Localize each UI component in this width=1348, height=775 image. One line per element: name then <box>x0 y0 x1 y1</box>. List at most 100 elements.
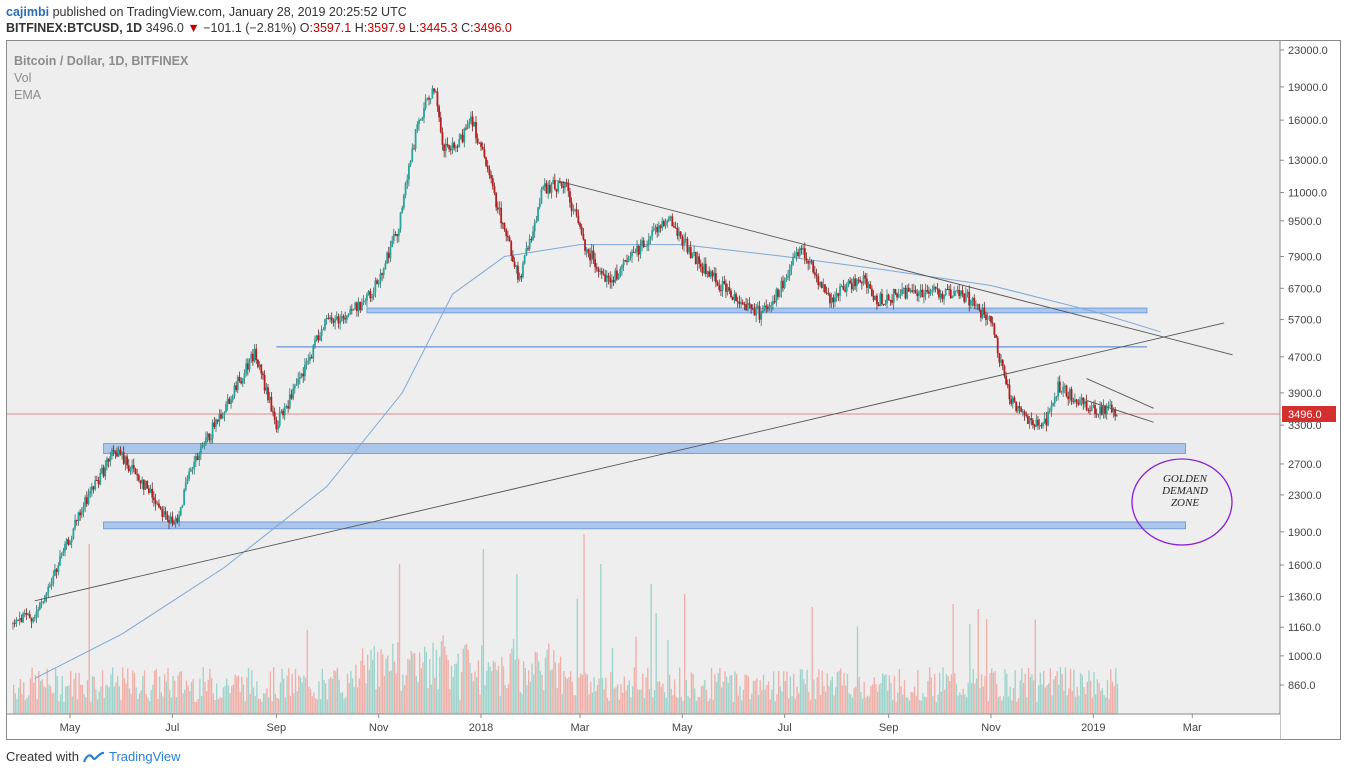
volume-bar <box>653 689 656 714</box>
candle-body <box>906 287 909 299</box>
volume-bar <box>1089 680 1092 714</box>
volume-bar <box>863 681 865 714</box>
candle-body <box>54 569 56 576</box>
volume-bar <box>314 698 317 714</box>
candle-body <box>825 292 828 294</box>
candle-body <box>959 290 962 297</box>
candle-body <box>949 289 952 299</box>
candle-body <box>673 226 675 228</box>
volume-bar <box>487 662 490 714</box>
volume-bar <box>427 688 429 714</box>
volume-bar <box>633 667 636 714</box>
candle-body <box>855 279 858 287</box>
candle-body <box>362 301 365 303</box>
candle-body <box>584 239 586 252</box>
volume-bar <box>444 646 446 714</box>
volume-bar <box>210 678 213 714</box>
candle-body <box>580 226 583 234</box>
volume-bar <box>764 689 766 714</box>
volume-bar <box>1037 685 1040 714</box>
candle-body <box>971 297 974 301</box>
candle-body <box>176 518 179 522</box>
candle-body <box>134 468 137 475</box>
price-axis <box>1280 41 1340 739</box>
volume-bar <box>846 673 849 714</box>
volume-legend[interactable]: Vol <box>14 71 32 85</box>
candle-body <box>860 282 863 284</box>
candle-body <box>525 248 528 256</box>
candle-body <box>418 120 420 125</box>
y-tick-label: 11000.0 <box>1288 188 1327 200</box>
candle-body <box>668 217 670 221</box>
candle-body <box>38 602 41 610</box>
candle-body <box>349 309 352 314</box>
candle-body <box>151 488 154 498</box>
tradingview-logo-icon <box>82 751 105 762</box>
volume-bar <box>231 685 233 714</box>
volume-bar <box>316 699 318 714</box>
candle-body <box>985 314 987 320</box>
candle-body <box>65 539 68 544</box>
volume-bar <box>531 663 533 714</box>
volume-bar <box>36 699 38 714</box>
footer: Created with TradingView <box>6 749 181 764</box>
candle-body <box>250 353 253 360</box>
volume-bar <box>667 640 669 714</box>
candle-body <box>503 223 506 230</box>
volume-bar <box>420 668 422 714</box>
volume-bar <box>437 689 439 714</box>
volume-bar <box>512 639 515 714</box>
volume-bar <box>1106 680 1109 714</box>
volume-bar <box>873 677 875 714</box>
volume-bar <box>474 671 476 714</box>
volume-bar <box>356 687 359 714</box>
candle-body <box>438 106 440 118</box>
volume-bar <box>902 694 904 714</box>
candle-body <box>94 480 97 490</box>
chart-legend: Bitcoin / Dollar, 1D, BITFINEX Vol EMA <box>14 53 188 104</box>
author-link[interactable]: cajimbi <box>6 5 50 19</box>
volume-bar <box>1024 673 1026 714</box>
volume-bar <box>1088 670 1090 714</box>
candle-body <box>513 261 516 267</box>
volume-bar <box>90 701 92 714</box>
volume-bar <box>720 687 723 714</box>
volume-bar <box>78 672 80 714</box>
volume-bar <box>115 682 117 714</box>
volume-bar <box>205 691 208 714</box>
candle-body <box>1013 397 1016 402</box>
volume-bar <box>455 663 458 714</box>
y-tick-label: 1600.0 <box>1288 560 1322 572</box>
candle-body <box>1010 399 1013 404</box>
volume-bar <box>895 701 897 714</box>
volume-bar <box>143 670 146 714</box>
candle-body <box>194 456 197 462</box>
volume-bar <box>68 685 70 714</box>
volume-bar <box>851 697 854 714</box>
candle-body <box>569 191 571 203</box>
volume-bar <box>736 674 738 714</box>
candle-body <box>954 290 957 292</box>
candle-body <box>819 281 821 286</box>
series-title[interactable]: Bitcoin / Dollar, 1D, BITFINEX <box>14 54 189 68</box>
candle-body <box>709 271 712 277</box>
volume-bar <box>835 687 837 714</box>
volume-bar <box>741 700 743 714</box>
candle-body <box>90 486 93 491</box>
volume-bar <box>779 686 781 714</box>
volume-bar <box>1101 688 1104 714</box>
change-value: −101.1 (−2.81%) <box>203 21 297 35</box>
tradingview-brand[interactable]: TradingView <box>108 749 181 764</box>
candle-body <box>423 108 425 118</box>
volume-bar <box>814 699 817 714</box>
volume-bar <box>1095 694 1097 714</box>
candle-body <box>783 279 786 288</box>
candle-body <box>268 396 271 401</box>
chart-container[interactable]: GOLDEN DEMAND ZONE 23000.0 19000.0 16000.0 130… <box>6 40 1341 740</box>
volume-bar <box>123 678 126 714</box>
ema-legend[interactable]: EMA <box>14 88 42 102</box>
candle-body <box>976 304 979 306</box>
time-axis <box>7 714 1280 739</box>
candle-body <box>230 400 232 404</box>
